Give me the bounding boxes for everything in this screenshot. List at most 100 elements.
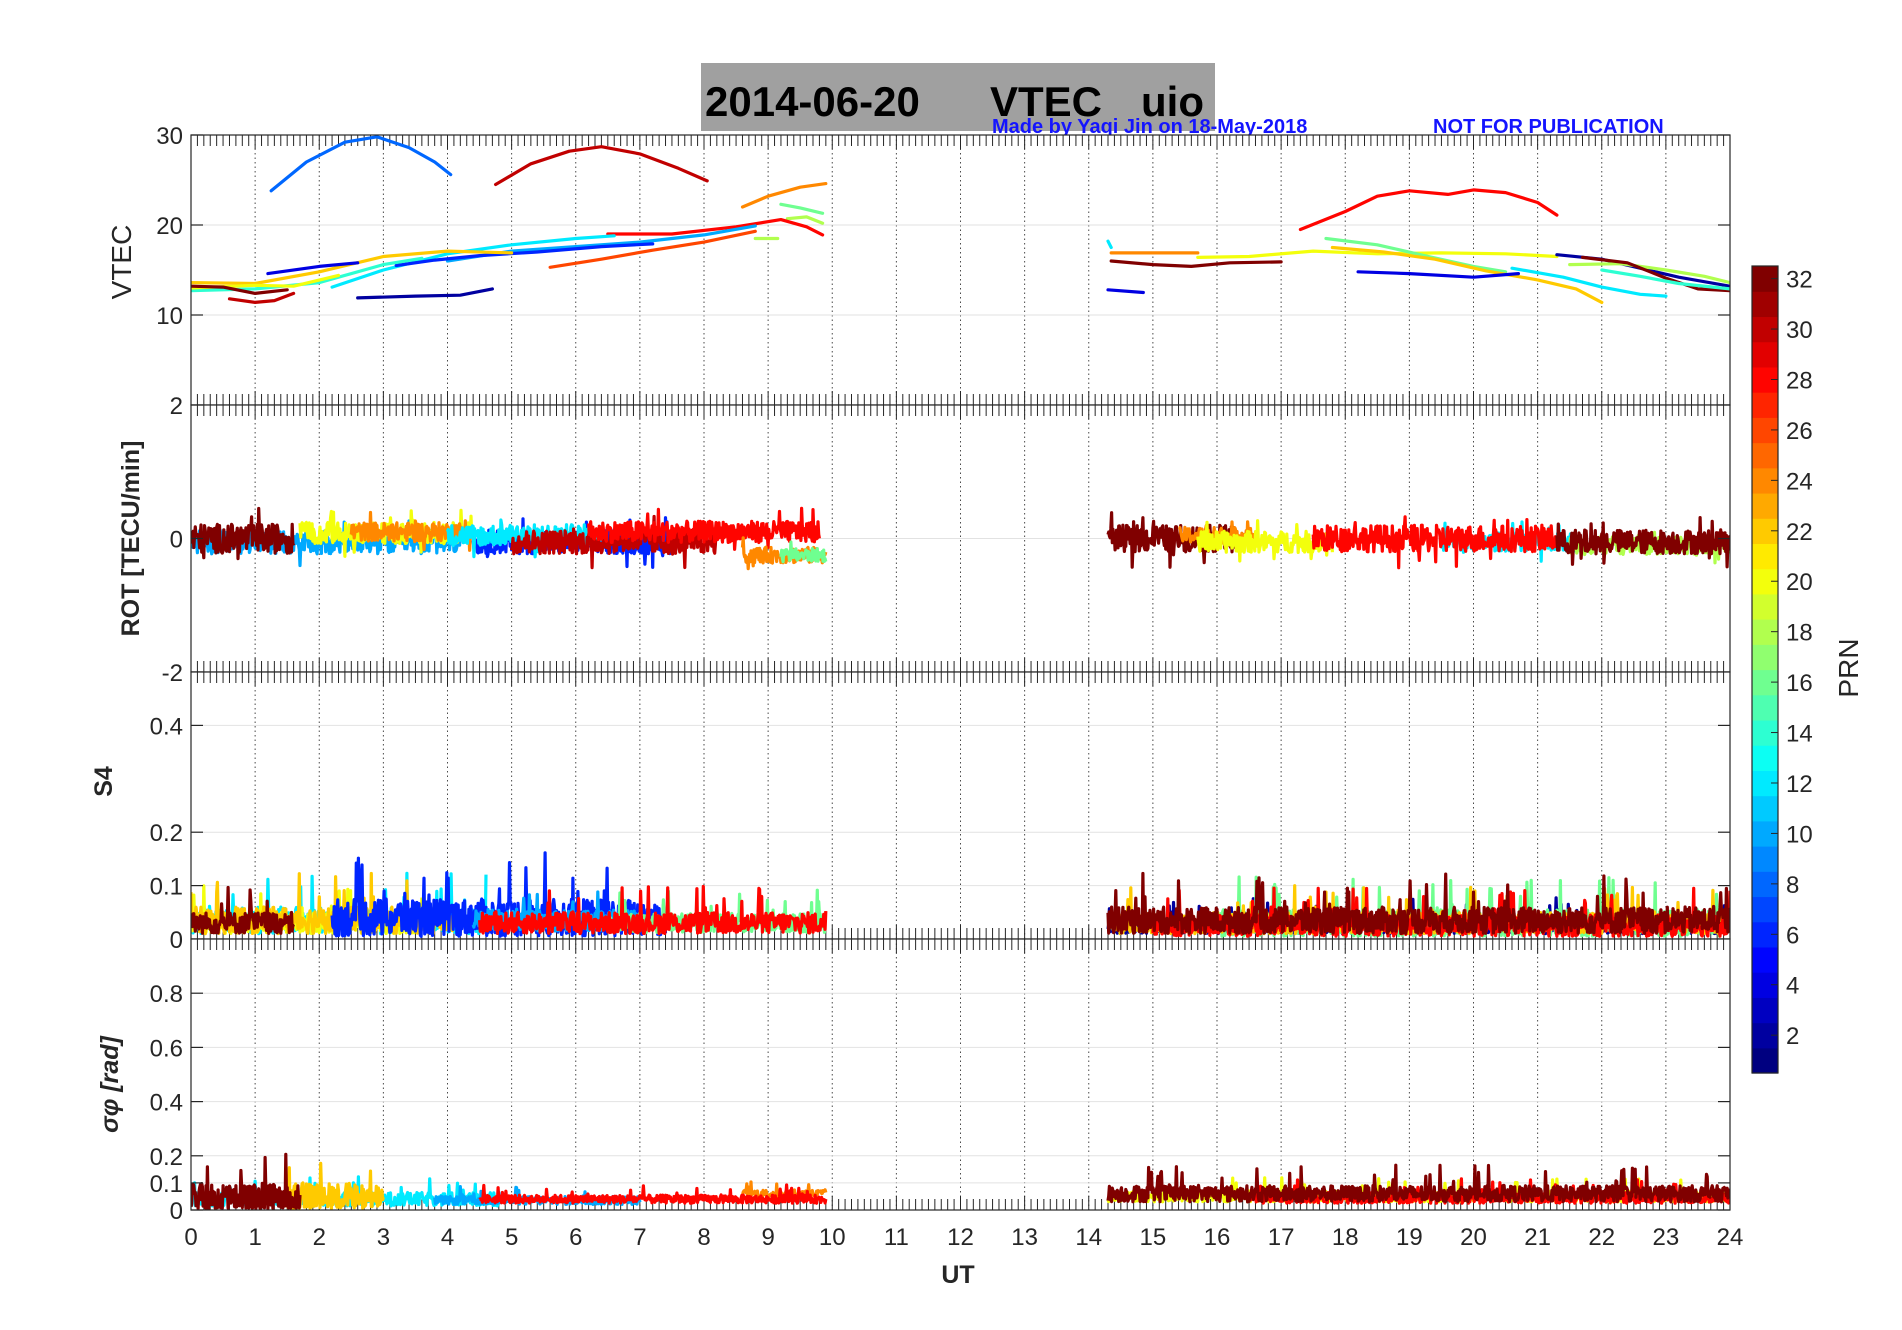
x-tick-label: 8 (697, 1224, 710, 1251)
x-tick-label: 1 (248, 1224, 261, 1251)
y-tick-label: 0 (170, 527, 183, 554)
colorbar-band-prn-23 (1752, 492, 1778, 519)
vtec-series-prn-26 (548, 229, 757, 269)
vtec-series-prn-12 (1106, 239, 1113, 250)
colorbar-tick-label: 8 (1786, 872, 1799, 899)
rot-series-prn-32 (1555, 516, 1730, 569)
colorbar-tick-label: 4 (1786, 973, 1799, 1000)
colorbar-band-prn-3 (1752, 997, 1778, 1024)
x-tick-label: 4 (441, 1224, 454, 1251)
colorbar-tick-label: 10 (1786, 821, 1813, 848)
x-tick-label: 12 (947, 1224, 974, 1251)
y-tick-label: 30 (156, 123, 183, 150)
y-tick-label: 0.6 (150, 1035, 183, 1062)
colorbar-tick-label: 12 (1786, 771, 1813, 798)
vtec-series-prn-28 (1298, 188, 1559, 232)
x-tick-label: 15 (1140, 1224, 1167, 1251)
y-axis-label: σφ [rad] (96, 1034, 124, 1132)
x-tick-label: 17 (1268, 1224, 1295, 1251)
y-axis-label: VTEC (106, 225, 137, 300)
x-tick-label: 14 (1075, 1224, 1102, 1251)
vtec-series-prn-8 (269, 135, 453, 193)
x-tick-label: 0 (184, 1224, 197, 1251)
x-tick-label: 22 (1588, 1224, 1615, 1251)
vtec-series-prn-30 (227, 291, 296, 304)
x-tick-label: 6 (569, 1224, 582, 1251)
vtec-series-prn-28 (606, 218, 825, 237)
colorbar-tick-label: 20 (1786, 569, 1813, 596)
y-tick-label: 2 (170, 393, 183, 420)
rot-series-prn-32 (191, 506, 296, 561)
rot-series-prn-16 (779, 540, 828, 564)
vtec-series-prn-12 (1510, 266, 1668, 298)
vtec-series-prn-32 (191, 284, 289, 295)
colorbar-band-prn-7 (1752, 896, 1778, 923)
colorbar-band-prn-27 (1752, 392, 1778, 418)
colorbar-band-prn-29 (1752, 341, 1778, 368)
rot-series-prn-20 (1196, 519, 1334, 563)
x-tick-label: 21 (1524, 1224, 1551, 1251)
colorbar-band-prn-19 (1752, 593, 1778, 620)
colorbar-tick-label: 26 (1786, 418, 1813, 445)
colorbar-tick-label: 14 (1786, 721, 1813, 748)
y-axis-label: ROT [TECU/min] (117, 441, 145, 637)
credit-notice: NOT FOR PUBLICATION (1433, 116, 1664, 138)
colorbar-tick-label: 16 (1786, 670, 1813, 697)
vtec-series-prn-4 (1106, 288, 1145, 295)
x-tick-label: 24 (1717, 1224, 1744, 1251)
colorbar-band-prn-21 (1752, 543, 1778, 570)
s4-series-prn-32 (191, 885, 296, 935)
colorbar-band-prn-11 (1752, 795, 1778, 822)
x-tick-label: 11 (884, 1224, 909, 1251)
y-tick-label: 0.1 (150, 1171, 183, 1198)
y-tick-label: 0.8 (150, 981, 183, 1008)
rot-series-prn-28 (1311, 515, 1558, 570)
colorbar-band-prn-9 (1752, 846, 1778, 872)
panel-vtec: 10 20 30 VTEC (106, 123, 1731, 406)
x-axis-label: UT (941, 1261, 974, 1289)
title-background (701, 63, 1215, 131)
vtec-series-prn-12 (330, 234, 616, 289)
vtec-series-prn-18 (785, 215, 825, 225)
colorbar-tick-label: 22 (1786, 519, 1813, 546)
sigma_phi-series-prn-32 (1106, 1163, 1730, 1204)
panel-sigma_phi: 00.10.2 0.4 0.6 0.8 σφ [rad] (96, 938, 1731, 1225)
x-tick-label: 19 (1396, 1224, 1423, 1251)
colorbar-tick-label: 24 (1786, 468, 1813, 495)
colorbar-band-prn-15 (1752, 694, 1778, 721)
vtec-series-prn-16 (779, 202, 825, 215)
x-tick-label: 23 (1653, 1224, 1680, 1251)
vtec-series-prn-32 (1109, 259, 1283, 268)
ut-axis: 0 1 2 3 4 5 6 7 8 9 10 11 12 13 14 15 16 17 18 19 20 21 22 23 24 (184, 1224, 1743, 1251)
s4-series-prn-28 (478, 884, 828, 936)
colorbar-band-prn-25 (1752, 442, 1778, 469)
x-tick-label: 16 (1204, 1224, 1231, 1251)
sigma_phi-series-prn-32 (191, 1152, 302, 1210)
title-date: 2014-06-20 (705, 78, 920, 125)
panel-s4: 0 0.1 0.2 0.4 S4 (90, 671, 1731, 954)
x-tick-label: 20 (1460, 1224, 1487, 1251)
y-tick-label: 0 (170, 927, 183, 954)
y-tick-label: 0.2 (150, 820, 183, 847)
panel-rot-data (191, 506, 1730, 571)
colorbar-tick-label: 18 (1786, 620, 1813, 647)
colorbar-frame (1751, 265, 1779, 1074)
vtec-series-prn-24 (740, 182, 828, 209)
y-tick-label: 20 (156, 213, 183, 240)
y-tick-label: 10 (156, 303, 183, 330)
sigma_phi-series-prn-22 (285, 1161, 385, 1210)
y-tick-label: 0.2 (150, 1144, 183, 1171)
x-tick-label: 18 (1332, 1224, 1359, 1251)
colorbar-tick-label: 6 (1786, 922, 1799, 949)
colorbar-band-prn-13 (1752, 745, 1778, 771)
y-tick-label: 0.1 (150, 874, 183, 901)
vtec-series-prn-18 (1568, 262, 1730, 285)
x-tick-label: 5 (505, 1224, 518, 1251)
y-tick-label: 0.4 (150, 1090, 183, 1117)
s4-series-prn-32 (1106, 871, 1730, 936)
vtec-series-prn-16 (1324, 236, 1508, 274)
panel-s4-data (191, 851, 1730, 938)
y-tick-label: 0.4 (150, 713, 183, 740)
